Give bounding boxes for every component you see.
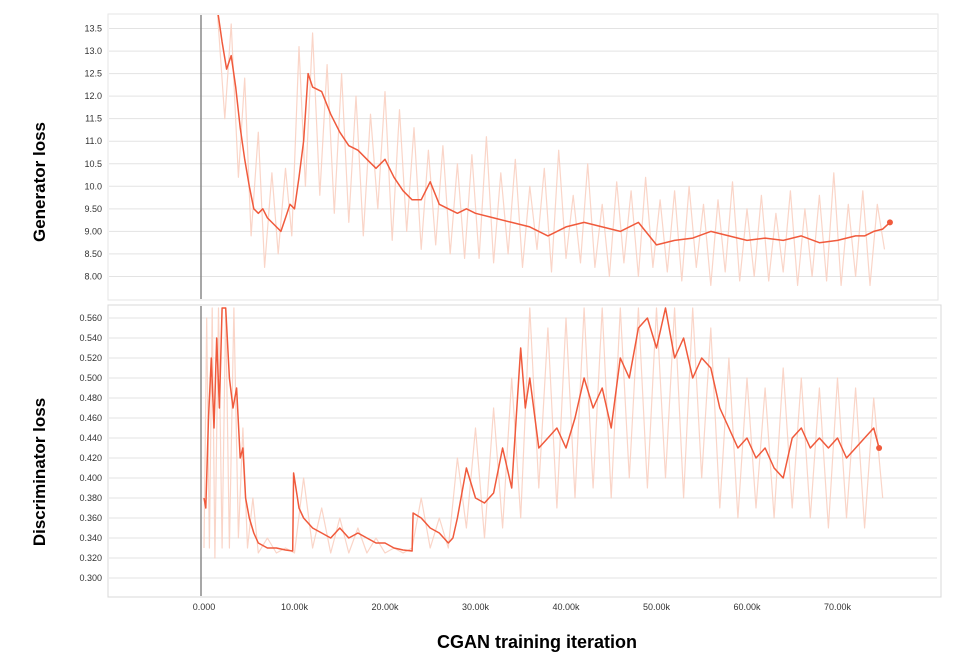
generator-last-point-marker — [886, 219, 893, 226]
discriminator-y-tick-label: 0.420 — [79, 453, 102, 463]
discriminator-y-tick-label: 0.340 — [79, 533, 102, 543]
discriminator-panel — [107, 304, 942, 598]
discriminator-last-point-marker — [876, 445, 883, 451]
generator-y-tick-label: 8.00 — [84, 271, 102, 281]
discriminator-y-tick-label: 0.560 — [79, 313, 102, 323]
x-axis-label: CGAN training iteration — [437, 632, 637, 652]
discriminator-y-tick-label: 0.540 — [79, 333, 102, 343]
discriminator-smoothed-line — [203, 307, 880, 552]
generator-series — [217, 15, 893, 287]
discriminator-y-tick-label: 0.360 — [79, 513, 102, 523]
x-tick-label: 40.00k — [552, 602, 580, 612]
generator-y-tick-label: 8.50 — [84, 249, 102, 259]
generator-y-tick-label: 9.50 — [84, 204, 102, 214]
discriminator-y-tick-label: 0.320 — [79, 553, 102, 563]
discriminator-y-tick-label: 0.520 — [79, 353, 102, 363]
discriminator-y-tick-label: 0.300 — [79, 573, 102, 583]
discriminator-series — [203, 307, 884, 559]
generator-y-tick-label: 11.5 — [85, 114, 102, 124]
x-tick-label: 50.00k — [643, 602, 671, 612]
generator-gridlines — [109, 28, 937, 277]
generator-y-tick-label: 10.5 — [84, 159, 102, 169]
generator-panel — [107, 13, 939, 301]
generator-y-axis-label: Generator loss — [30, 122, 49, 242]
discriminator-y-tick-labels: 0.300 0.320 0.340 0.360 0.380 0.400 0.420 0.440… — [79, 313, 102, 583]
generator-smoothed-line — [217, 15, 891, 246]
generator-y-tick-label: 11.0 — [85, 136, 102, 146]
discriminator-y-tick-label: 0.440 — [79, 433, 102, 443]
generator-y-tick-label: 12.0 — [84, 91, 102, 101]
generator-y-tick-labels: 8.00 8.50 9.00 9.50 10.0 10.5 11.0 11.5 12.0 12.5… — [84, 24, 102, 282]
discriminator-raw-line — [203, 307, 884, 559]
generator-y-tick-label: 13.5 — [84, 24, 102, 34]
discriminator-y-tick-label: 0.380 — [79, 493, 102, 503]
x-tick-label: 0.000 — [193, 602, 216, 612]
x-tick-label: 60.00k — [733, 602, 761, 612]
discriminator-y-tick-label: 0.460 — [79, 413, 102, 423]
x-tick-label: 10.00k — [281, 602, 309, 612]
generator-raw-line — [217, 15, 886, 287]
discriminator-y-tick-label: 0.480 — [79, 393, 102, 403]
discriminator-y-tick-label: 0.400 — [79, 473, 102, 483]
x-tick-label: 20.00k — [371, 602, 399, 612]
generator-y-tick-label: 10.0 — [84, 181, 102, 191]
x-tick-label: 70.00k — [824, 602, 852, 612]
x-tick-labels: 0.000 10.00k 20.00k 30.00k 40.00k 50.00k 60.00… — [193, 602, 852, 612]
generator-y-tick-label: 12.5 — [84, 69, 102, 79]
discriminator-y-tick-label: 0.500 — [79, 373, 102, 383]
discriminator-y-axis-label: Discriminator loss — [30, 398, 49, 546]
generator-y-tick-label: 9.00 — [84, 226, 102, 236]
generator-y-tick-label: 13.0 — [84, 46, 102, 56]
x-tick-label: 30.00k — [462, 602, 490, 612]
